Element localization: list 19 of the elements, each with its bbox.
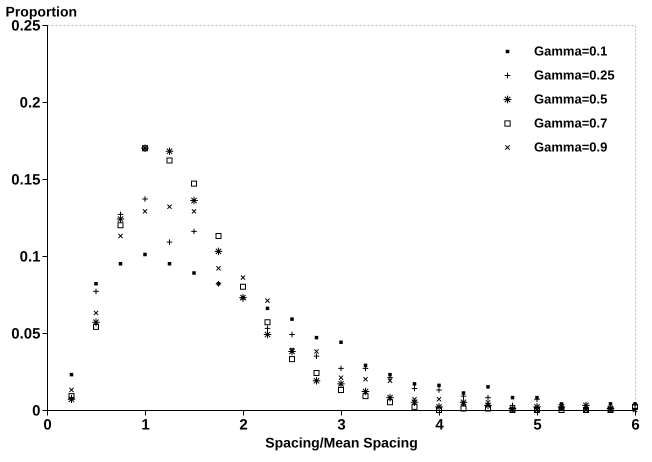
y-tick-label: 0.05: [11, 326, 40, 342]
legend-label: Gamma=0.5: [534, 92, 608, 106]
y-tick-label: 0.1: [20, 248, 40, 266]
x-axis-title: Spacing/Mean Spacing: [265, 434, 418, 450]
y-tick-label: 0.2: [20, 94, 40, 112]
y-tick-label: 0: [32, 402, 40, 420]
x-tick-label: 1: [141, 416, 150, 434]
legend-label: Gamma=0.7: [534, 116, 608, 130]
legend-label: Gamma=0.25: [534, 68, 615, 82]
x-tick-label: 2: [239, 416, 248, 434]
x-tick-label: 3: [337, 416, 346, 434]
legend-label: Gamma=0.1: [534, 44, 608, 58]
x-tick-label: 6: [631, 416, 640, 434]
y-axis-title: Proportion: [6, 4, 78, 20]
x-tick-label: 5: [533, 416, 542, 434]
y-tick-label: 0.15: [11, 172, 40, 188]
legend-label: Gamma=0.9: [534, 140, 608, 154]
x-tick-label: 0: [43, 416, 52, 434]
x-tick-label: 4: [435, 416, 444, 434]
